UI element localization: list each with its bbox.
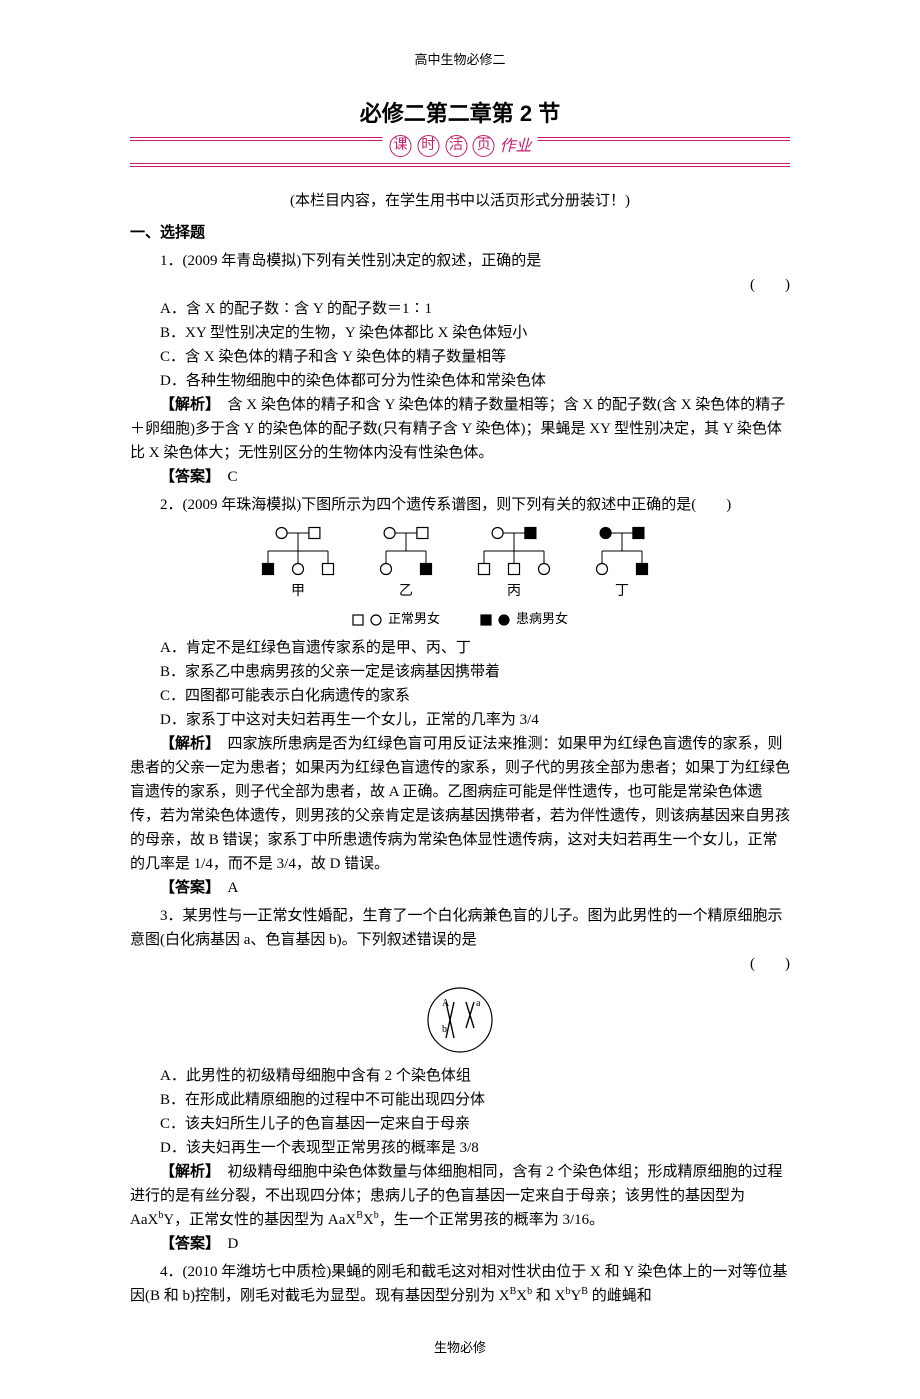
pedigree-unit: 乙 (365, 523, 447, 603)
question-option: D．该夫妇再生一个表现型正常男孩的概率是 3/8 (130, 1136, 790, 1160)
question-4: 4．(2010 年潍坊七中质检)果蝇的刚毛和截毛这对相对性状由位于 X 和 Y … (130, 1260, 790, 1308)
subtitle-char-1: 课 (389, 135, 411, 157)
question-option: C．该夫妇所生儿子的色盲基因一定来自于母亲 (130, 1112, 790, 1136)
question-stem: 4．(2010 年潍坊七中质检)果蝇的刚毛和截毛这对相对性状由位于 X 和 Y … (130, 1260, 790, 1308)
question-option: A．含 X 的配子数∶含 Y 的配子数＝1∶1 (130, 297, 790, 321)
page-top-header: 高中生物必修二 (130, 50, 790, 71)
question-option: A．此男性的初级精母细胞中含有 2 个染色体组 (130, 1064, 790, 1088)
cell-diagram: Aa b (130, 984, 790, 1056)
question-3: 3．某男性与一正常女性婚配，生育了一个白化病兼色盲的儿子。图为此男性的一个精原细… (130, 904, 790, 1256)
page-footer: 生物必修 (130, 1338, 790, 1359)
question-2: 2．(2009 年珠海模拟)下图所示为四个遗传系谱图，则下列有关的叙述中正确的是… (130, 493, 790, 900)
svg-text:A: A (442, 998, 450, 1009)
question-answer: 【答案】 D (130, 1232, 790, 1256)
question-option: D．各种生物细胞中的染色体都可分为性染色体和常染色体 (130, 369, 790, 393)
pedigree-label: 丙 (507, 581, 521, 603)
question-option: D．家系丁中这对夫妇若再生一个女儿，正常的几率为 3/4 (130, 708, 790, 732)
subtitle-tail: 作业 (499, 138, 531, 155)
svg-text:b: b (442, 1024, 447, 1035)
question-stem: 3．某男性与一正常女性婚配，生育了一个白化病兼色盲的儿子。图为此男性的一个精原细… (130, 904, 790, 952)
subtitle-char-3: 活 (445, 135, 467, 157)
question-answer: 【答案】 A (130, 876, 790, 900)
question-analysis: 【解析】 初级精母细胞中染色体数量与体细胞相同，含有 2 个染色体组；形成精原细… (130, 1160, 790, 1232)
question-option: B．在形成此精原细胞的过程中不可能出现四分体 (130, 1088, 790, 1112)
pedigree-label: 甲 (291, 581, 305, 603)
answer-blank: ( ) (130, 273, 790, 297)
section-heading: 一、选择题 (130, 221, 790, 245)
question-option: A．肯定不是红绿色盲遗传家系的是甲、丙、丁 (130, 636, 790, 660)
pedigree-figure: 甲 乙 丙 丁正常男女 患病男女 (130, 523, 790, 630)
question-stem: 1．(2009 年青岛模拟)下列有关性别决定的叙述，正确的是 (130, 249, 790, 273)
question-analysis: 【解析】 含 X 染色体的精子和含 Y 染色体的精子数量相等；含 X 的配子数(… (130, 393, 790, 465)
question-option: C．含 X 染色体的精子和含 Y 染色体的精子数量相等 (130, 345, 790, 369)
subtitle-char-4: 页 (473, 135, 495, 157)
answer-blank: ( ) (130, 952, 790, 976)
pedigree-unit: 甲 (257, 523, 339, 603)
intro-note: (本栏目内容，在学生用书中以活页形式分册装订！) (130, 189, 790, 213)
chapter-title: 必修二第二章第 2 节 (130, 96, 790, 131)
pedigree-label: 乙 (399, 581, 413, 603)
pedigree-legend-item: 正常男女 (352, 609, 440, 630)
question-1: 1．(2009 年青岛模拟)下列有关性别决定的叙述，正确的是( )A．含 X 的… (130, 249, 790, 489)
svg-text:a: a (476, 998, 481, 1009)
pedigree-unit: 丙 (473, 523, 555, 603)
question-answer: 【答案】 C (130, 465, 790, 489)
question-option: B．XY 型性别决定的生物，Y 染色体都比 X 染色体短小 (130, 321, 790, 345)
decorative-subtitle: 课 时 活 页 作业 (130, 137, 790, 167)
pedigree-unit: 丁 (581, 523, 663, 603)
pedigree-legend-item: 患病男女 (480, 609, 568, 630)
question-stem: 2．(2009 年珠海模拟)下图所示为四个遗传系谱图，则下列有关的叙述中正确的是… (130, 493, 790, 517)
subtitle-char-2: 时 (417, 135, 439, 157)
pedigree-label: 丁 (615, 581, 629, 603)
question-option: C．四图都可能表示白化病遗传的家系 (130, 684, 790, 708)
question-option: B．家系乙中患病男孩的父亲一定是该病基因携带着 (130, 660, 790, 684)
question-analysis: 【解析】 四家族所患病是否为红绿色盲可用反证法来推测：如果甲为红绿色盲遗传的家系… (130, 732, 790, 876)
